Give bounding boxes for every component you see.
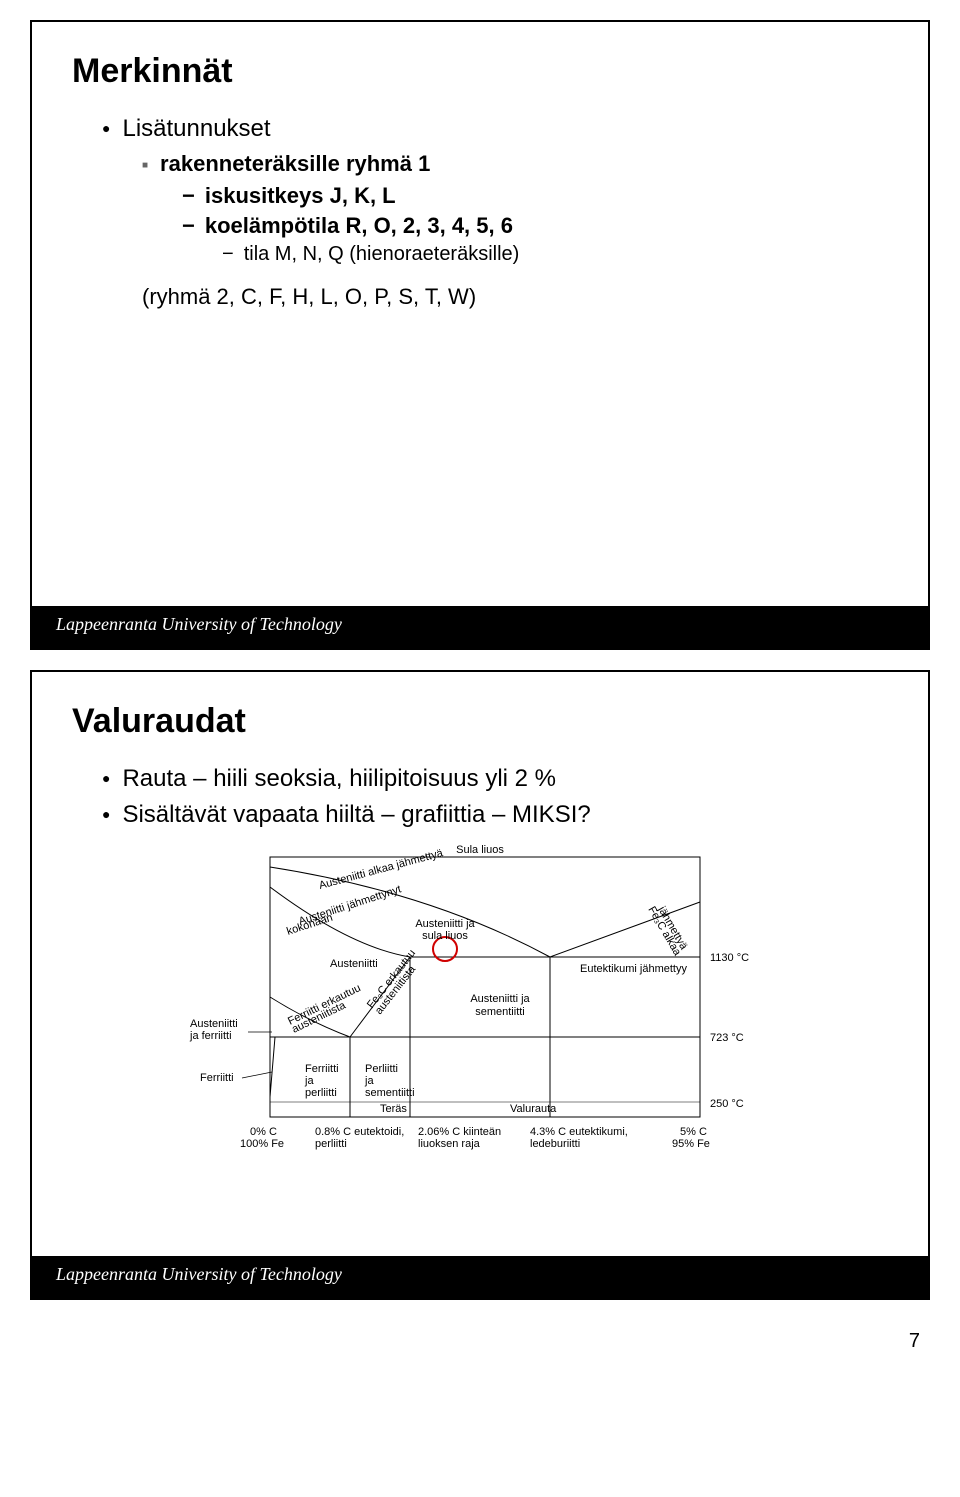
lbl-aust: Austeniitti (330, 958, 378, 970)
footer-bar-2: Lappeenranta University of Technology (32, 1256, 928, 1298)
text: iskusitkeys J, K, L (205, 183, 396, 209)
x-206: 2.06% C kiinteän (418, 1126, 501, 1138)
slide1-content: Merkinnät Lisätunnukset rakenneteräksill… (32, 22, 928, 326)
x-0c: 0% C (250, 1126, 277, 1138)
bullet-rauta-hiili: Rauta – hiili seoksia, hiilipitoisuus yl… (102, 765, 888, 793)
x-08b: perliitti (315, 1138, 347, 1150)
x-95fe: 95% Fe (672, 1138, 710, 1150)
lbl-perl-sem1: Perliitti (365, 1063, 398, 1075)
x-206b: liuoksen raja (418, 1138, 481, 1150)
lbl-aust-ferr1: Austeniitti (190, 1018, 238, 1030)
x-5c: 5% C (680, 1126, 707, 1138)
lbl-aust-sula1: Austeniitti ja (415, 918, 475, 930)
bullet-rakenneteraksille: rakenneteräksille ryhmä 1 (142, 151, 888, 177)
bullet-tila: tila M, N, Q (hienoraeteräksille) (222, 243, 888, 266)
lbl-valurauta: Valurauta (510, 1103, 557, 1115)
temp-250: 250 °C (710, 1098, 744, 1110)
phase-diagram-wrap: Sula liuos Austeniitti alkaa jähmettyä A… (72, 837, 888, 1187)
text: Rauta – hiili seoksia, hiilipitoisuus yl… (122, 765, 556, 793)
slide1-title: Merkinnät (72, 52, 888, 91)
phase-diagram: Sula liuos Austeniitti alkaa jähmettyä A… (180, 837, 780, 1187)
text: tila M, N, Q (hienoraeteräksille) (244, 243, 520, 266)
lbl-perl-sem2: ja (364, 1075, 374, 1087)
slide-merkinnat: Merkinnät Lisätunnukset rakenneteräksill… (30, 20, 930, 650)
bullet-iskusitkeys: iskusitkeys J, K, L (182, 183, 888, 209)
phase-svg: Sula liuos Austeniitti alkaa jähmettyä A… (180, 837, 780, 1187)
bullet-sisaltavat: Sisältävät vapaata hiiltä – grafiittia –… (102, 801, 888, 829)
bullet-lisatunnukset: Lisätunnukset (102, 115, 888, 143)
lbl-aust-sem1: Austeniitti ja (470, 993, 530, 1005)
temp-1130: 1130 °C (710, 952, 749, 964)
x-08: 0.8% C eutektoidi, (315, 1126, 404, 1138)
lbl-eutekt: Eutektikumi jähmettyy (580, 963, 687, 975)
lbl-ferr-perl1: Ferriitti (305, 1063, 339, 1075)
text: koelämpötila R, O, 2, 3, 4, 5, 6 (205, 213, 513, 239)
lbl-ferr-perl2: ja (304, 1075, 314, 1087)
lbl-aust-alkaa: Austeniitti alkaa jähmettyä (318, 847, 445, 892)
lbl-ferr-perl3: perliitti (305, 1087, 337, 1099)
ryhma2-text: (ryhmä 2, C, F, H, L, O, P, S, T, W) (142, 284, 888, 310)
bullet-koelampotila: koelämpötila R, O, 2, 3, 4, 5, 6 (182, 213, 888, 239)
page-number: 7 (0, 1320, 960, 1383)
text: Lisätunnukset (122, 115, 270, 143)
slide-valuraudat: Valuraudat Rauta – hiili seoksia, hiilip… (30, 670, 930, 1300)
slide2-title: Valuraudat (72, 702, 888, 741)
lbl-sula: Sula liuos (456, 844, 504, 856)
text: rakenneteräksille ryhmä 1 (160, 151, 430, 177)
x-43: 4.3% C eutektikumi, (530, 1126, 628, 1138)
lbl-teras: Teräs (380, 1103, 407, 1115)
slide2-content: Valuraudat Rauta – hiili seoksia, hiilip… (32, 672, 928, 1197)
footer-bar-1: Lappeenranta University of Technology (32, 606, 928, 648)
lbl-perl-sem3: sementiitti (365, 1087, 415, 1099)
text: Sisältävät vapaata hiiltä – grafiittia –… (122, 801, 590, 829)
x-100fe: 100% Fe (240, 1138, 284, 1150)
x-43b: ledeburiitti (530, 1138, 580, 1150)
lbl-aust-ferr2: ja ferriitti (189, 1030, 232, 1042)
lbl-aust-sula2: sula liuos (422, 930, 468, 942)
lbl-ferriitti: Ferriitti (200, 1072, 234, 1084)
lbl-aust-sem2: sementiitti (475, 1006, 525, 1018)
temp-723: 723 °C (710, 1032, 744, 1044)
